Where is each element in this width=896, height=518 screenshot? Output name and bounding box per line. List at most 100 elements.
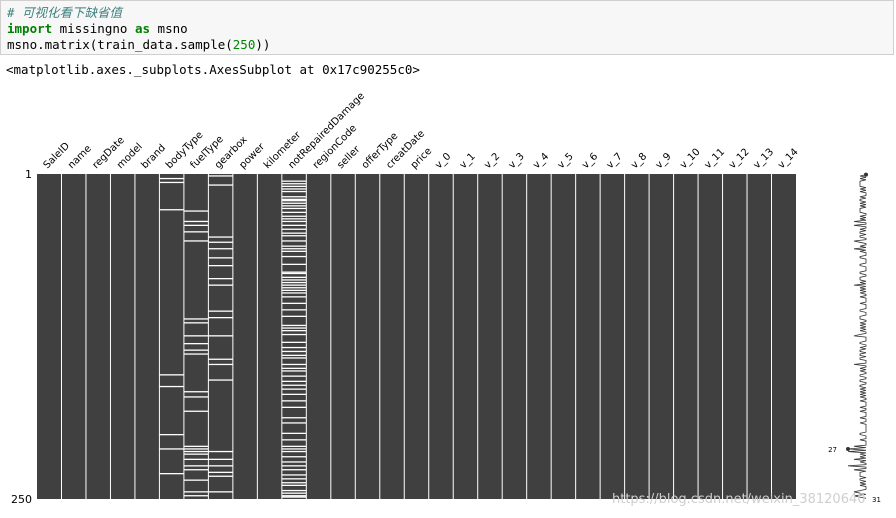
column-label-v_12: v_12 [727, 147, 752, 172]
column-label-v_0: v_0 [433, 151, 453, 171]
missing-mark [183, 491, 209, 493]
missing-mark [159, 181, 184, 184]
missing-mark [281, 417, 307, 419]
column-label-v_3: v_3 [507, 151, 527, 171]
missing-mark [281, 478, 307, 480]
row-label-last: 250 [11, 493, 32, 506]
matrix-column-SaleID [37, 174, 62, 499]
missing-mark [159, 434, 184, 436]
missing-mark [281, 333, 307, 336]
missing-mark [183, 349, 209, 351]
matrix-column-v_2 [477, 174, 503, 499]
missing-mark [281, 495, 307, 497]
missing-mark [183, 322, 209, 324]
matrix-column-v_1 [453, 174, 478, 499]
matrix-column-model [110, 174, 135, 499]
cell-output-text: <matplotlib.axes._subplots.AxesSubplot a… [6, 62, 420, 77]
code-line-2: import missingno as msno [7, 21, 887, 37]
missing-mark [281, 384, 307, 386]
column-bar-v_10 [673, 174, 699, 499]
missing-mark [281, 315, 307, 317]
column-bar-v_4 [526, 174, 552, 499]
missing-mark [208, 184, 233, 186]
column-bar-kilometer [257, 174, 282, 499]
sparkline-path [847, 174, 867, 499]
missing-mark [183, 469, 209, 471]
column-bar-v_6 [575, 174, 601, 499]
missing-mark [183, 343, 209, 345]
column-bar-regDate [85, 174, 111, 499]
matrix-column-price [404, 174, 429, 499]
missing-mark [159, 209, 184, 211]
missing-mark [183, 448, 209, 450]
column-bar-v_3 [502, 174, 527, 499]
column-label-v_5: v_5 [556, 151, 576, 171]
missing-mark [281, 281, 307, 284]
missing-mark [281, 207, 307, 210]
missing-mark [281, 484, 307, 486]
column-label-v_9: v_9 [654, 151, 674, 171]
missing-mark [183, 465, 209, 467]
missing-mark [183, 391, 209, 393]
missing-mark [281, 445, 307, 447]
missing-mark [208, 241, 233, 243]
missing-mark [281, 450, 307, 453]
missing-mark [183, 231, 209, 233]
missing-mark [159, 374, 184, 376]
missing-mark [281, 180, 307, 182]
missing-mark [281, 296, 307, 298]
missing-mark [208, 175, 233, 177]
missing-mark [281, 292, 307, 294]
missing-mark [183, 458, 209, 460]
missing-mark [281, 388, 307, 390]
missing-mark [281, 400, 307, 402]
missing-mark [281, 215, 307, 217]
missing-mark [208, 363, 233, 366]
missing-mark [208, 465, 233, 467]
missing-mark [281, 185, 307, 187]
column-bar-bodyType [159, 174, 184, 499]
keyword-import: import [7, 21, 53, 36]
matrix-column-v_0 [428, 174, 454, 499]
call-prefix: msno.matrix(train_data.sample( [7, 37, 233, 52]
module-name: missingno [52, 21, 135, 36]
column-bar-v_2 [477, 174, 503, 499]
missing-mark [183, 210, 209, 212]
missing-mark [281, 346, 307, 349]
matrix-column-notRepairedDamage [281, 174, 307, 499]
sparkline-max-label: 31 [872, 496, 881, 504]
missing-mark [281, 240, 307, 242]
column-bar-v_12 [722, 174, 748, 499]
matrix-column-v_14 [771, 174, 796, 499]
missing-mark [281, 357, 307, 359]
missing-mark [281, 492, 307, 494]
missing-mark [281, 363, 307, 366]
missing-mark [281, 228, 307, 230]
matrix-column-fuelType [183, 174, 209, 499]
code-line-3: msno.matrix(train_data.sample(250)) [7, 37, 887, 53]
column-label-v_8: v_8 [629, 151, 649, 171]
matrix-column-v_13 [747, 174, 772, 499]
matrix-column-v_3 [502, 174, 527, 499]
missing-mark [281, 406, 307, 408]
watermark: https://blog.csdn.net/weixin_38120640 [612, 492, 866, 507]
column-label-v_1: v_1 [458, 151, 478, 171]
matrix-column-regionCode [306, 174, 331, 499]
column-bar-v_9 [649, 174, 674, 499]
code-cell[interactable]: # 可视化看下缺省值 import missingno as msno msno… [0, 0, 894, 55]
missing-mark [281, 289, 307, 291]
missing-mark [208, 358, 233, 360]
sparkline-min-dot [846, 446, 850, 451]
missing-mark [281, 250, 307, 252]
column-bar-v_0 [428, 174, 454, 499]
column-label-v_6: v_6 [580, 151, 600, 171]
missing-mark [208, 335, 233, 337]
column-bar-SaleID [37, 174, 62, 499]
missing-mark [281, 196, 307, 198]
missing-mark [281, 496, 307, 498]
missing-mark [281, 393, 307, 395]
column-bar-price [404, 174, 429, 499]
missing-mark [183, 495, 209, 497]
missing-mark [281, 439, 307, 441]
missing-mark [281, 465, 307, 467]
